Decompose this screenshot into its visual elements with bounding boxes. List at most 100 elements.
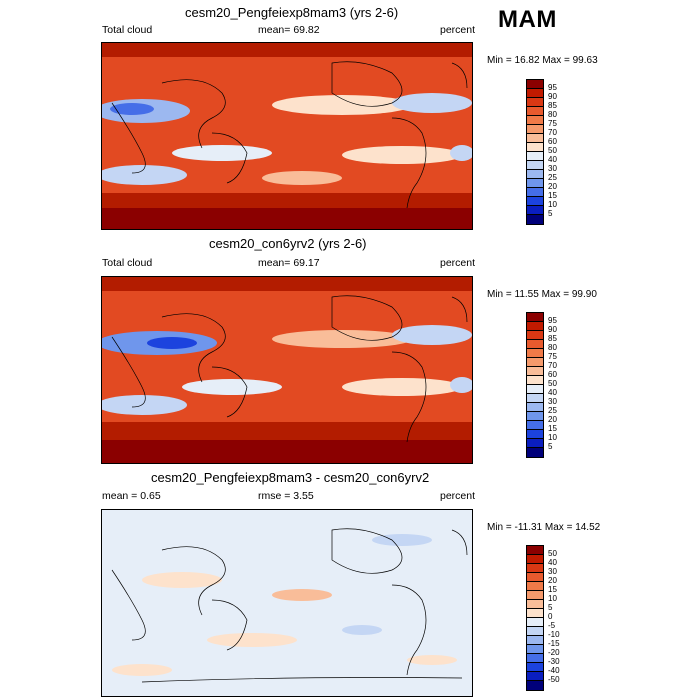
panel-3-map	[101, 509, 473, 697]
colorbar-tick-label: 25	[548, 173, 557, 182]
panel-1-mean-label: mean= 69.82	[258, 24, 320, 36]
colorbar-swatch	[527, 197, 543, 206]
panel-2-map-field	[102, 277, 472, 463]
panel-1-colorbar-labels: 95 90 85 80 75 70 60 50 40 30 25 20 15 10 5	[548, 83, 557, 218]
colorbar-tick-label: 75	[548, 352, 557, 361]
colorbar-tick-label: 25	[548, 406, 557, 415]
colorbar-swatch	[527, 116, 543, 125]
colorbar-tick-label: 40	[548, 155, 557, 164]
colorbar-tick-label: 30	[548, 567, 557, 576]
colorbar-swatch	[527, 313, 543, 322]
colorbar-tick-label: 5	[548, 209, 553, 218]
panel-3-mean-label: mean = 0.65	[102, 490, 161, 502]
colorbar-tick-label: 80	[548, 343, 557, 352]
colorbar-swatch	[527, 421, 543, 430]
colorbar-tick-label: 15	[548, 585, 557, 594]
colorbar-swatch	[527, 188, 543, 197]
colorbar-swatch	[527, 89, 543, 98]
panel-1-title: cesm20_Pengfeiexp8mam3 (yrs 2-6)	[185, 5, 399, 20]
panel-1-min-max: Min = 16.82 Max = 99.63	[487, 55, 598, 66]
panel-2-mean-label: mean= 69.17	[258, 257, 320, 269]
colorbar-tick-label: 85	[548, 334, 557, 343]
colorbar-swatch	[527, 663, 543, 672]
colorbar-tick-label: 80	[548, 110, 557, 119]
colorbar-tick-label: 5	[548, 603, 553, 612]
colorbar-swatch	[527, 206, 543, 215]
colorbar-swatch	[527, 681, 543, 690]
colorbar-tick-label: -30	[548, 657, 560, 666]
colorbar-swatch	[527, 439, 543, 448]
colorbar-tick-label: 15	[548, 424, 557, 433]
panel-3-colorbar-labels: 50 40 30 20 15 10 5 0 -5 -10 -15 -20 -30 -40 -50	[548, 549, 560, 684]
season-label: MAM	[498, 6, 557, 33]
panel-2-map	[101, 276, 473, 464]
colorbar-tick-label: 40	[548, 388, 557, 397]
colorbar-tick-label: -40	[548, 666, 560, 675]
colorbar-swatch	[527, 430, 543, 439]
colorbar-tick-label: 20	[548, 415, 557, 424]
colorbar-swatch	[527, 600, 543, 609]
panel-2-min-max: Min = 11.55 Max = 99.90	[487, 289, 597, 300]
panel-1-units-label: percent	[440, 24, 476, 36]
colorbar-tick-label: -5	[548, 621, 556, 630]
colorbar-tick-label: 85	[548, 101, 557, 110]
colorbar-tick-label: 5	[548, 442, 553, 451]
colorbar-tick-label: 10	[548, 433, 557, 442]
colorbar-tick-label: 30	[548, 164, 557, 173]
colorbar-tick-label: 60	[548, 137, 557, 146]
panel-1-map	[101, 42, 473, 230]
colorbar-tick-label: 95	[548, 83, 557, 92]
colorbar-tick-label: 30	[548, 397, 557, 406]
colorbar-tick-label: -20	[548, 648, 560, 657]
panel-2-colorbar-labels: 95 90 85 80 75 70 60 50 40 30 25 20 15 10 5	[548, 316, 557, 451]
colorbar-swatch	[527, 358, 543, 367]
colorbar-tick-label: 50	[548, 146, 557, 155]
panel-1-variable-label: Total cloud	[102, 24, 153, 36]
colorbar-swatch	[527, 349, 543, 358]
colorbar-swatch	[527, 152, 543, 161]
colorbar-swatch	[527, 636, 543, 645]
colorbar-swatch	[527, 627, 543, 636]
colorbar-swatch	[527, 385, 543, 394]
panel-3-title: cesm20_Pengfeiexp8mam3 - cesm20_con6yrv2	[151, 470, 430, 485]
colorbar-tick-label: 0	[548, 612, 553, 621]
colorbar-swatch	[527, 340, 543, 349]
colorbar-swatch	[527, 564, 543, 573]
colorbar-swatch	[527, 161, 543, 170]
colorbar-tick-label: 75	[548, 119, 557, 128]
colorbar-swatch	[527, 645, 543, 654]
colorbar-swatch	[527, 573, 543, 582]
colorbar-tick-label: 90	[548, 325, 557, 334]
panel-1-colorbar	[526, 79, 544, 225]
panel-3-colorbar	[526, 545, 544, 691]
colorbar-swatch	[527, 134, 543, 143]
colorbar-tick-label: 20	[548, 576, 557, 585]
colorbar-tick-label: -10	[548, 630, 560, 639]
colorbar-tick-label: 50	[548, 379, 557, 388]
panel-3-rmse-label: rmse = 3.55	[258, 490, 314, 502]
colorbar-swatch	[527, 591, 543, 600]
panel-2-colorbar	[526, 312, 544, 458]
colorbar-swatch	[527, 609, 543, 618]
colorbar-swatch	[527, 107, 543, 116]
colorbar-swatch	[527, 546, 543, 555]
colorbar-tick-label: 40	[548, 558, 557, 567]
colorbar-swatch	[527, 618, 543, 627]
colorbar-swatch	[527, 215, 543, 224]
colorbar-swatch	[527, 394, 543, 403]
colorbar-tick-label: 10	[548, 594, 557, 603]
colorbar-tick-label: 90	[548, 92, 557, 101]
colorbar-tick-label: 60	[548, 370, 557, 379]
colorbar-swatch	[527, 80, 543, 89]
colorbar-tick-label: -15	[548, 639, 560, 648]
colorbar-swatch	[527, 412, 543, 421]
colorbar-swatch	[527, 582, 543, 591]
colorbar-swatch	[527, 125, 543, 134]
panel-2-title: cesm20_con6yrv2 (yrs 2-6)	[209, 236, 367, 251]
colorbar-swatch	[527, 654, 543, 663]
panel-2-units-label: percent	[440, 257, 476, 269]
colorbar-tick-label: 70	[548, 361, 557, 370]
panel-3-min-max: Min = -11.31 Max = 14.52	[487, 522, 601, 533]
colorbar-swatch	[527, 98, 543, 107]
panel-3-map-field	[102, 510, 472, 696]
